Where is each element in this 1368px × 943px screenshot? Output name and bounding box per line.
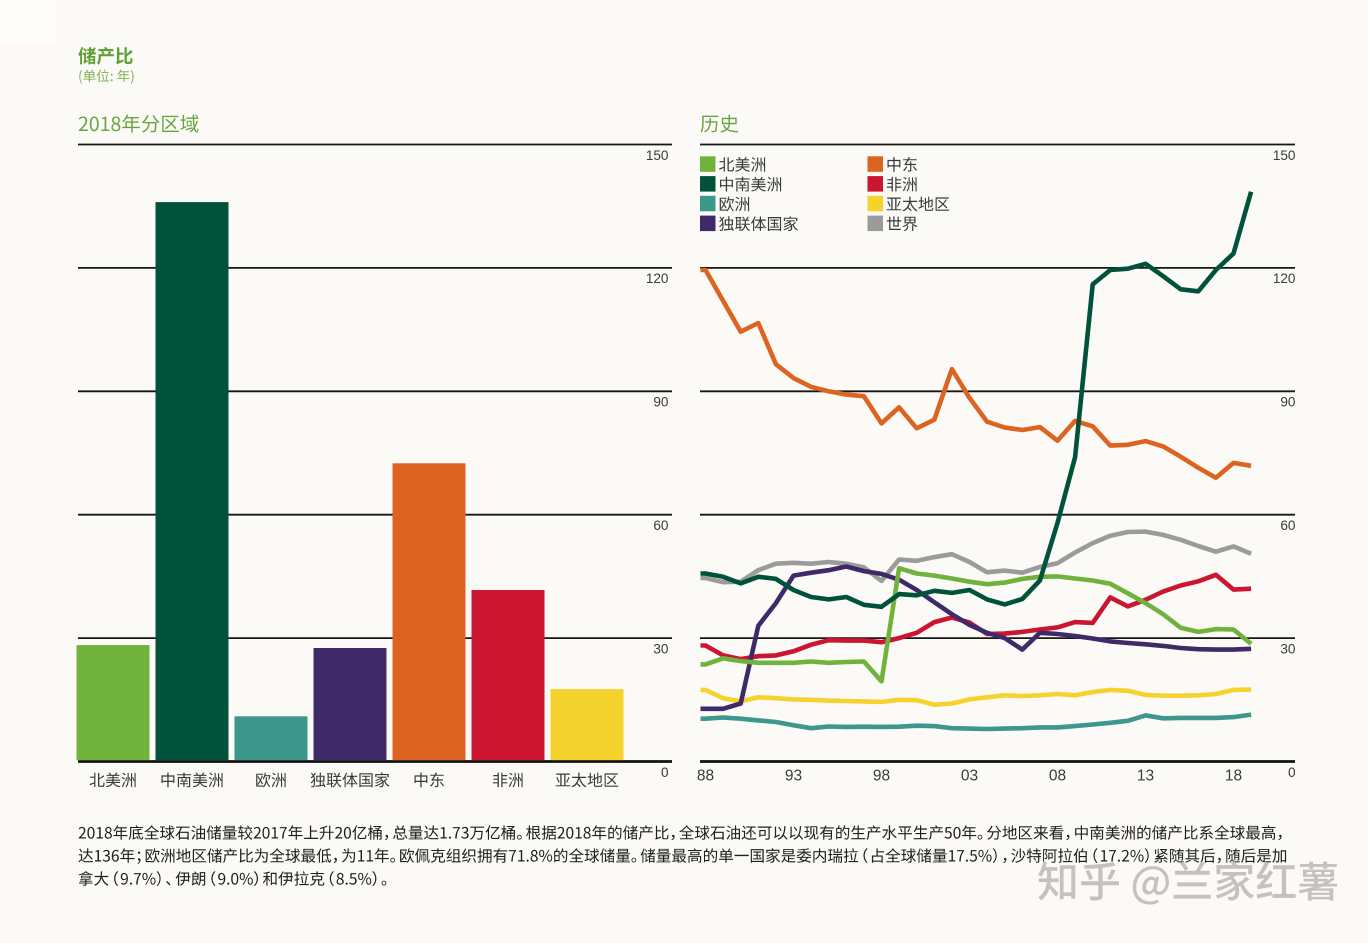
svg-text:0: 0: [1288, 765, 1296, 780]
svg-text:90: 90: [653, 395, 669, 410]
svg-text:120: 120: [646, 271, 669, 286]
svg-text:150: 150: [1273, 148, 1296, 163]
svg-text:93: 93: [785, 768, 802, 785]
svg-text:150: 150: [646, 148, 669, 163]
svg-text:18: 18: [1225, 768, 1242, 785]
svg-text:08: 08: [1049, 768, 1066, 785]
svg-text:30: 30: [1280, 641, 1296, 656]
svg-text:120: 120: [1273, 271, 1296, 286]
svg-text:13: 13: [1137, 768, 1154, 785]
svg-text:90: 90: [1280, 395, 1296, 410]
svg-text:60: 60: [1280, 518, 1296, 533]
svg-text:60: 60: [653, 518, 669, 533]
svg-text:30: 30: [653, 641, 669, 656]
svg-text:03: 03: [961, 768, 978, 785]
svg-text:0: 0: [661, 765, 669, 780]
svg-text:98: 98: [873, 768, 890, 785]
svg-text:88: 88: [697, 768, 714, 785]
